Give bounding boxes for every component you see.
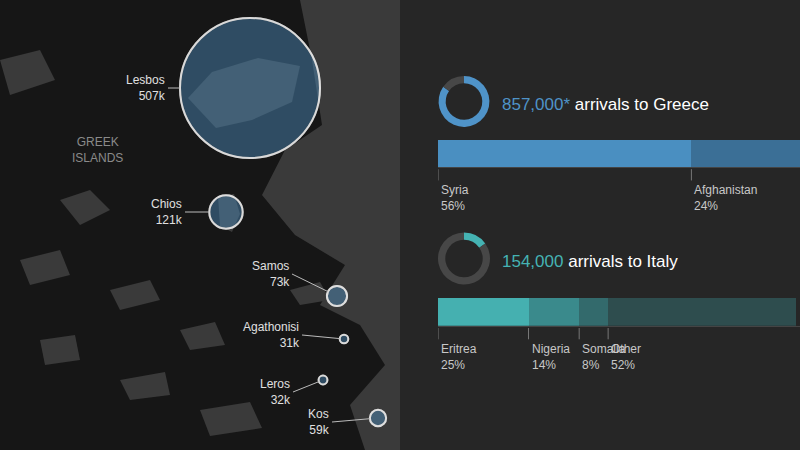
svg-text:Afghanistan24%: Afghanistan24% (694, 183, 757, 213)
svg-text:857,000* arrivals to Greece: 857,000* arrivals to Greece (502, 95, 709, 114)
svg-text:Nigeria14%: Nigeria14% (532, 342, 570, 372)
svg-text:Samos73k: Samos73k (252, 259, 290, 289)
svg-text:Kos59k: Kos59k (308, 407, 330, 437)
svg-text:Other52%: Other52% (611, 342, 641, 372)
svg-text:GREEKISLANDS: GREEKISLANDS (72, 135, 123, 165)
svg-text:Leros32k: Leros32k (260, 377, 291, 407)
svg-text:Lesbos507k: Lesbos507k (126, 73, 166, 103)
svg-text:Somalia8%: Somalia8% (582, 342, 626, 372)
svg-text:154,000 arrivals to Italy: 154,000 arrivals to Italy (502, 252, 678, 271)
svg-text:Syria56%: Syria56% (441, 183, 469, 213)
svg-text:Agathonisi31k: Agathonisi31k (243, 320, 300, 350)
svg-text:Chios121k: Chios121k (151, 197, 183, 227)
svg-text:Eritrea25%: Eritrea25% (441, 342, 477, 372)
